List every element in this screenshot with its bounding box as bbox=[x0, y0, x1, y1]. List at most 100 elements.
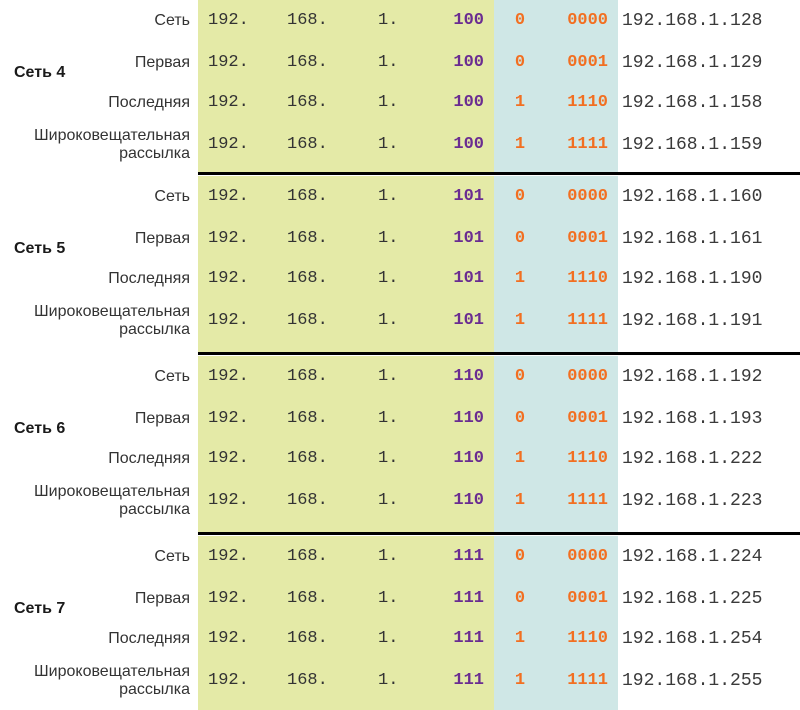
host-bit-high: 1 bbox=[514, 449, 526, 469]
octet-3: 1. bbox=[378, 367, 399, 387]
subnet-bits: 100 bbox=[453, 11, 484, 31]
decimal-ip-address: 192.168.1.225 bbox=[622, 588, 763, 609]
host-bits-low: 0001 bbox=[567, 589, 608, 609]
address-type-label: Последняя bbox=[108, 450, 190, 468]
subnet-bits: 111 bbox=[453, 547, 484, 567]
subnet-bits: 111 bbox=[453, 629, 484, 649]
octet-3: 1. bbox=[378, 311, 399, 331]
host-bit-high: 0 bbox=[514, 409, 526, 429]
octet-2: 168. bbox=[287, 53, 328, 73]
octet-2: 168. bbox=[287, 547, 328, 567]
host-octets-band bbox=[198, 356, 494, 533]
octet-1: 192. bbox=[208, 491, 249, 511]
address-type-label: Первая bbox=[135, 590, 190, 608]
host-bits-low: 0001 bbox=[567, 53, 608, 73]
decimal-ip-address: 192.168.1.191 bbox=[622, 310, 763, 331]
host-bit-high: 1 bbox=[514, 311, 526, 331]
decimal-ip-address: 192.168.1.254 bbox=[622, 628, 763, 649]
subnet-bits: 111 bbox=[453, 671, 484, 691]
host-bits-low: 1110 bbox=[567, 93, 608, 113]
octet-3: 1. bbox=[378, 53, 399, 73]
subnet-bits: 111 bbox=[453, 589, 484, 609]
address-type-label: Сеть bbox=[154, 188, 190, 206]
octet-1: 192. bbox=[208, 629, 249, 649]
address-type-label-line: рассылка bbox=[119, 145, 190, 162]
octet-1: 192. bbox=[208, 269, 249, 289]
group-separator bbox=[198, 532, 800, 535]
octet-2: 168. bbox=[287, 589, 328, 609]
subnet-bits: 100 bbox=[453, 53, 484, 73]
address-type-label-line: Последняя bbox=[108, 94, 190, 111]
subnet-bits: 101 bbox=[453, 187, 484, 207]
octet-1: 192. bbox=[208, 547, 249, 567]
decimal-ip-address: 192.168.1.223 bbox=[622, 490, 763, 511]
octet-2: 168. bbox=[287, 311, 328, 331]
host-bits-low: 1111 bbox=[567, 135, 608, 155]
decimal-ip-address: 192.168.1.161 bbox=[622, 228, 763, 249]
decimal-ip-address: 192.168.1.129 bbox=[622, 52, 763, 73]
octet-3: 1. bbox=[378, 93, 399, 113]
decimal-ip-address: 192.168.1.224 bbox=[622, 546, 763, 567]
group-separator bbox=[198, 352, 800, 355]
group-separator bbox=[198, 172, 800, 175]
address-type-label-line: рассылка bbox=[119, 681, 190, 698]
octet-2: 168. bbox=[287, 367, 328, 387]
decimal-ip-address: 192.168.1.128 bbox=[622, 10, 763, 31]
octet-1: 192. bbox=[208, 589, 249, 609]
octet-1: 192. bbox=[208, 93, 249, 113]
address-type-label-line: Сеть bbox=[154, 368, 190, 385]
network-label: Сеть 4 bbox=[14, 64, 66, 81]
address-type-label: Последняя bbox=[108, 94, 190, 112]
host-bit-high: 1 bbox=[514, 671, 526, 691]
network-label: Сеть 7 bbox=[14, 600, 66, 617]
host-bits-low: 1111 bbox=[567, 311, 608, 331]
host-bit-high: 1 bbox=[514, 491, 526, 511]
address-type-label: Первая bbox=[135, 54, 190, 72]
address-type-label: Широковещательная рассылка bbox=[34, 127, 190, 163]
subnet-bits: 110 bbox=[453, 491, 484, 511]
address-type-label-line: Широковещательная bbox=[34, 127, 190, 144]
address-type-label: Последняя bbox=[108, 270, 190, 288]
host-bits-low: 0000 bbox=[567, 367, 608, 387]
decimal-ip-address: 192.168.1.158 bbox=[622, 92, 763, 113]
subnet-bits: 100 bbox=[453, 135, 484, 155]
host-octets-band bbox=[198, 0, 494, 173]
octet-1: 192. bbox=[208, 311, 249, 331]
host-bit-high: 0 bbox=[514, 11, 526, 31]
octet-1: 192. bbox=[208, 53, 249, 73]
address-type-label-line: Первая bbox=[134, 54, 190, 71]
host-octets-band bbox=[198, 536, 494, 710]
address-type-label-line: Широковещательная bbox=[34, 303, 190, 320]
address-type-label-line: Первая bbox=[134, 410, 190, 427]
decimal-ip-address: 192.168.1.159 bbox=[622, 134, 763, 155]
network-label: Сеть 5 bbox=[14, 240, 66, 257]
host-bit-high: 1 bbox=[514, 135, 526, 155]
host-bits-low: 1110 bbox=[567, 629, 608, 649]
host-bits-low: 1111 bbox=[567, 491, 608, 511]
octet-1: 192. bbox=[208, 187, 249, 207]
subnet-bits: 101 bbox=[453, 229, 484, 249]
address-type-label-line: Сеть bbox=[154, 548, 190, 565]
octet-2: 168. bbox=[287, 491, 328, 511]
octet-3: 1. bbox=[378, 671, 399, 691]
address-type-label: Сеть bbox=[154, 548, 190, 566]
address-type-label: Последняя bbox=[108, 630, 190, 648]
octet-1: 192. bbox=[208, 367, 249, 387]
octet-3: 1. bbox=[378, 187, 399, 207]
octet-3: 1. bbox=[378, 547, 399, 567]
subnet-bits: 110 bbox=[453, 367, 484, 387]
address-type-label: Сеть bbox=[154, 12, 190, 30]
octet-2: 168. bbox=[287, 135, 328, 155]
address-type-label-line: Сеть bbox=[154, 188, 190, 205]
host-bits-low: 1110 bbox=[567, 449, 608, 469]
host-bits-band bbox=[494, 356, 618, 533]
subnet-bits: 110 bbox=[453, 449, 484, 469]
address-type-label: Широковещательная рассылка bbox=[34, 663, 190, 699]
octet-2: 168. bbox=[287, 11, 328, 31]
host-bit-high: 1 bbox=[514, 269, 526, 289]
octet-1: 192. bbox=[208, 409, 249, 429]
address-type-label-line: рассылка bbox=[119, 321, 190, 338]
host-bits-band bbox=[494, 0, 618, 173]
address-type-label-line: Последняя bbox=[108, 270, 190, 287]
octet-3: 1. bbox=[378, 409, 399, 429]
